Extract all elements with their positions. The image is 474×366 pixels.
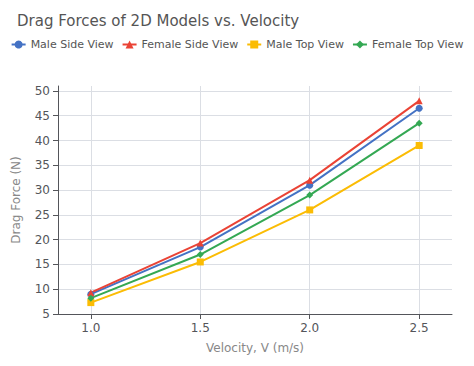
svg-text:Female Top View: Female Top View xyxy=(372,38,463,51)
svg-text:35: 35 xyxy=(35,158,50,172)
svg-text:1.5: 1.5 xyxy=(191,321,210,335)
svg-text:50: 50 xyxy=(35,84,50,98)
svg-text:2.5: 2.5 xyxy=(410,321,429,335)
svg-text:Male Side View: Male Side View xyxy=(31,38,114,51)
svg-text:25: 25 xyxy=(35,208,50,222)
svg-text:1.0: 1.0 xyxy=(81,321,100,335)
svg-text:10: 10 xyxy=(35,282,50,296)
svg-text:Female Side View: Female Side View xyxy=(142,38,239,51)
svg-text:45: 45 xyxy=(35,109,50,123)
svg-text:Male Top View: Male Top View xyxy=(266,38,344,51)
svg-text:2.0: 2.0 xyxy=(300,321,319,335)
svg-text:Drag Forces of 2D Models vs. V: Drag Forces of 2D Models vs. Velocity xyxy=(17,12,299,30)
svg-text:5: 5 xyxy=(42,307,50,321)
svg-text:30: 30 xyxy=(35,183,50,197)
svg-text:Drag Force (N): Drag Force (N) xyxy=(9,156,23,244)
svg-text:Velocity, V (m/s): Velocity, V (m/s) xyxy=(206,341,304,355)
svg-text:15: 15 xyxy=(35,257,50,271)
svg-text:40: 40 xyxy=(35,134,50,148)
svg-text:20: 20 xyxy=(35,233,50,247)
